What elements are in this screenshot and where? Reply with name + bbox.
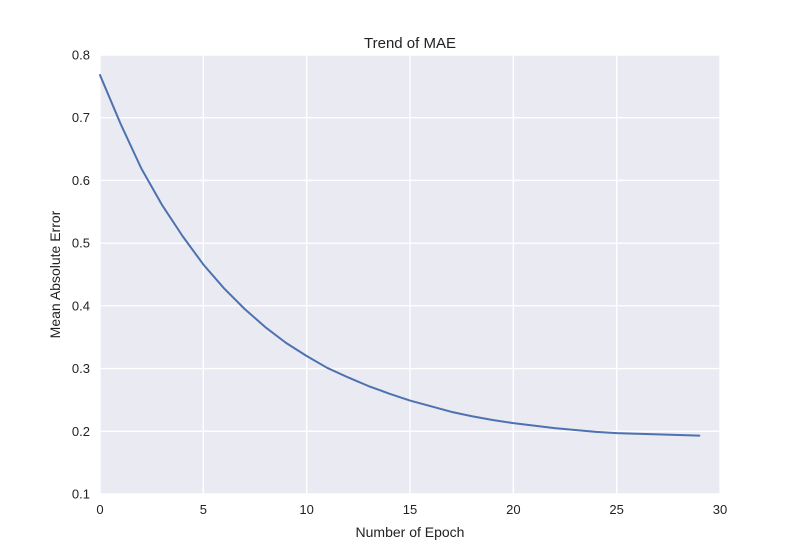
x-tick-label: 25 [609,502,623,517]
x-tick-label: 15 [403,502,417,517]
y-tick-label: 0.4 [72,298,90,313]
y-tick-label: 0.5 [72,236,90,251]
x-axis-ticks: 0 5 10 15 20 25 30 [96,502,727,517]
y-tick-label: 0.8 [72,48,90,63]
x-axis-label: Number of Epoch [356,524,465,540]
y-tick-label: 0.6 [72,173,90,188]
x-tick-label: 30 [713,502,727,517]
x-tick-label: 0 [96,502,103,517]
x-tick-label: 10 [299,502,313,517]
chart-title: Trend of MAE [364,35,456,52]
x-tick-label: 5 [200,502,207,517]
y-axis-ticks: 0.1 0.2 0.3 0.4 0.5 0.6 0.7 0.8 [72,48,90,502]
y-tick-label: 0.2 [72,424,90,439]
y-tick-label: 0.7 [72,110,90,125]
y-tick-label: 0.3 [72,361,90,376]
y-tick-label: 0.1 [72,487,90,502]
x-tick-label: 20 [506,502,520,517]
y-axis-label: Mean Absolute Error [47,210,63,338]
